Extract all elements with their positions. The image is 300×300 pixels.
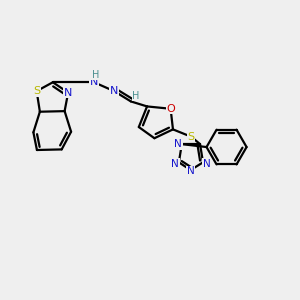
Text: N: N: [203, 159, 210, 169]
Text: N: N: [187, 167, 194, 176]
Text: S: S: [33, 86, 40, 96]
Text: N: N: [174, 139, 182, 149]
Text: N: N: [90, 77, 98, 87]
Text: N: N: [171, 159, 179, 169]
Text: N: N: [64, 88, 72, 98]
Text: N: N: [110, 86, 118, 96]
Text: S: S: [188, 132, 195, 142]
Text: H: H: [92, 70, 99, 80]
Text: O: O: [166, 104, 175, 114]
Text: H: H: [133, 91, 140, 100]
